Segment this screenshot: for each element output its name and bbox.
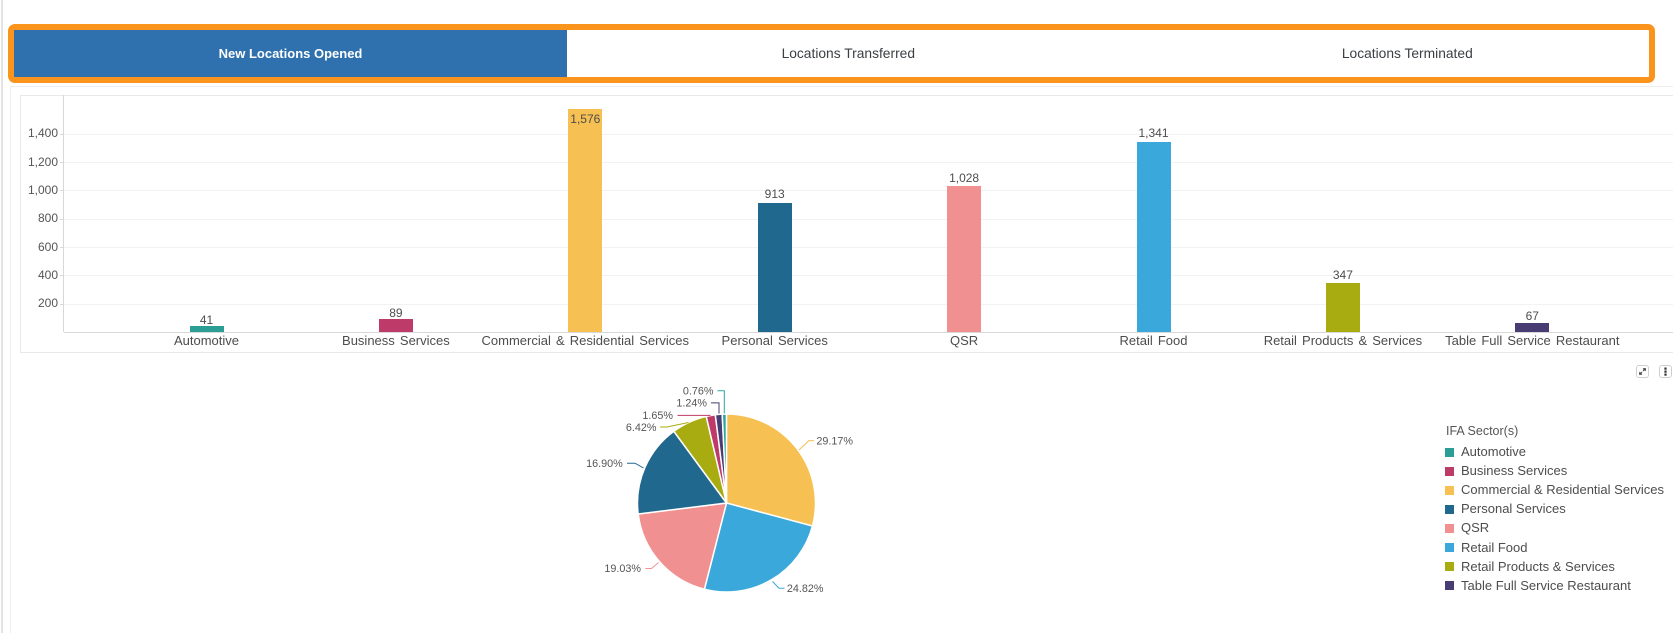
svg-text:1.24%: 1.24% — [676, 398, 707, 410]
svg-text:19.03%: 19.03% — [604, 563, 641, 575]
svg-text:24.82%: 24.82% — [787, 583, 824, 595]
svg-text:0.76%: 0.76% — [683, 386, 714, 398]
svg-text:6.42%: 6.42% — [626, 422, 657, 434]
svg-text:29.17%: 29.17% — [816, 435, 853, 447]
svg-text:1.65%: 1.65% — [642, 410, 673, 422]
svg-text:16.90%: 16.90% — [586, 458, 623, 470]
